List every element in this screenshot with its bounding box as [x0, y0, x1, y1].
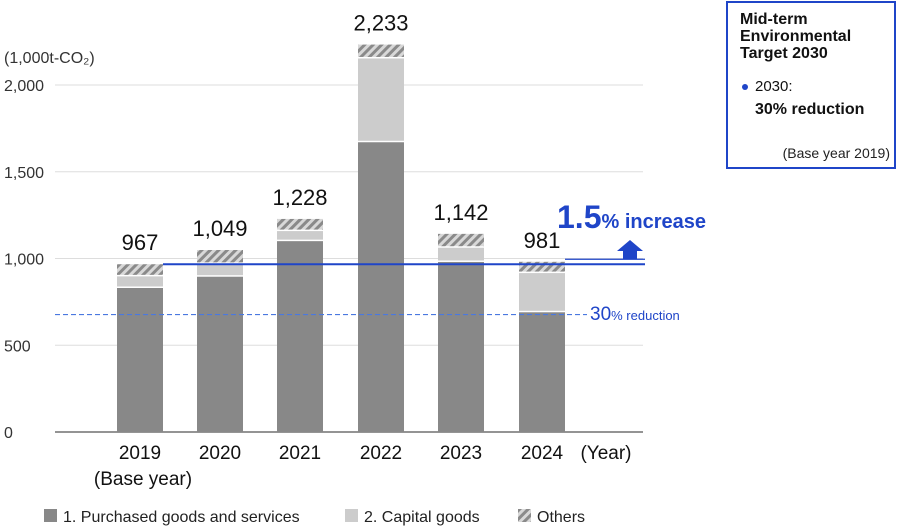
target-year: 2030: [755, 78, 793, 95]
bar-segment-purchased [197, 276, 243, 432]
bar-segment-purchased [117, 287, 163, 432]
bar-segment-capital [197, 263, 243, 276]
x-axis-ticks: 2019 2020 2021 2022 2023 2024 [119, 443, 564, 464]
reference-lines [55, 258, 645, 316]
bullet-dot-icon [742, 83, 748, 90]
total-label: 967 [122, 230, 159, 255]
total-label: 1,228 [272, 185, 327, 210]
legend-swatch-purchased [44, 509, 57, 522]
target-title-line: Environmental [740, 28, 852, 45]
bar-segment-purchased [277, 241, 323, 432]
legend: 1. Purchased goods and services 2. Capit… [44, 509, 585, 526]
bar-segment-capital [438, 247, 484, 261]
y-axis-unit-label: (1,000t-CO₂) [4, 50, 95, 67]
increase-number: 1.5 [557, 199, 601, 235]
bar-segment-others [117, 264, 163, 275]
bar-segment-others [277, 218, 323, 230]
y-axis-ticks: 0 500 1,000 1,500 2,000 [4, 78, 44, 442]
x-axis-unit-label: (Year) [580, 443, 631, 464]
legend-label-capital: 2. Capital goods [364, 509, 480, 526]
x-tick-label: 2023 [440, 443, 482, 464]
legend-label-others: Others [537, 509, 585, 526]
target-year-row: 2030: [740, 78, 884, 95]
y-tick-label: 0 [4, 425, 13, 442]
legend-label-purchased: 1. Purchased goods and services [63, 509, 300, 526]
bar-segment-purchased [438, 261, 484, 432]
bar-segment-capital [117, 276, 163, 287]
bar-segment-capital [519, 273, 565, 311]
bar-segment-capital [358, 58, 404, 141]
target-base-year: (Base year 2019) [782, 145, 890, 161]
target-value: 30% reduction [755, 101, 865, 118]
target-title-line: Target 2030 [740, 45, 828, 62]
up-arrow-icon [617, 240, 643, 259]
bar-segment-others [438, 233, 484, 247]
increase-annotation: 1.5% increase [557, 199, 706, 235]
total-label: 2,233 [353, 11, 408, 36]
target-title-line: Mid-term [740, 11, 808, 28]
increase-text: % increase [601, 211, 706, 233]
base-year-label: (Base year) [94, 469, 192, 490]
target-box: Mid-term Environmental Target 2030 2030:… [726, 1, 896, 169]
total-labels: 967 1,049 1,228 2,233 1,142 981 [122, 11, 561, 256]
bar-segment-others [197, 249, 243, 263]
x-tick-label: 2020 [199, 443, 241, 464]
x-tick-label: 2022 [360, 443, 402, 464]
total-label: 1,142 [433, 200, 488, 225]
x-tick-label: 2021 [279, 443, 321, 464]
y-tick-label: 500 [4, 338, 31, 355]
bars [117, 44, 565, 432]
bar-segment-capital [277, 231, 323, 240]
y-tick-label: 1,000 [4, 252, 44, 269]
legend-swatch-capital [345, 509, 358, 522]
bar-segment-purchased [358, 142, 404, 432]
reduction-text: % reduction [611, 308, 680, 323]
reduction-annotation: 30% reduction [590, 304, 680, 325]
bar-segment-others [358, 44, 404, 57]
x-tick-label: 2019 [119, 443, 161, 464]
bar-segment-purchased [519, 312, 565, 432]
y-tick-label: 1,500 [4, 165, 44, 182]
y-tick-label: 2,000 [4, 78, 44, 95]
bar-segment-others [519, 261, 565, 272]
x-tick-label: 2024 [521, 443, 564, 464]
target-box-title: Mid-term Environmental Target 2030 [740, 11, 884, 62]
total-label: 981 [524, 228, 561, 253]
reduction-number: 30 [590, 304, 611, 325]
legend-swatch-others [518, 509, 531, 522]
total-label: 1,049 [192, 216, 247, 241]
